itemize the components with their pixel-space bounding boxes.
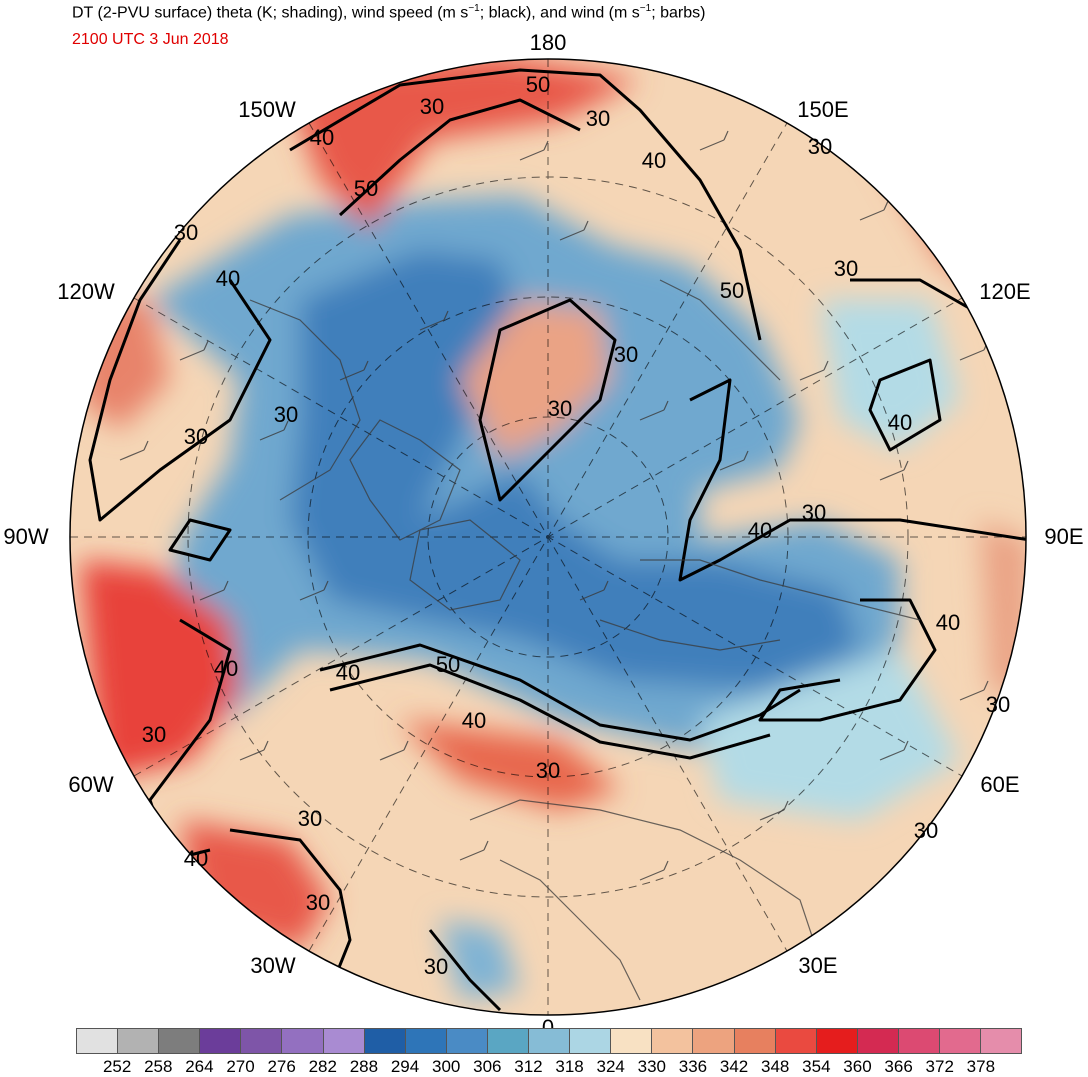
- colorbar-tick-label: 294: [390, 1057, 420, 1076]
- contour-label: 40: [336, 660, 360, 685]
- colorbar-tick-label: 306: [473, 1057, 502, 1076]
- contour-label: 40: [216, 266, 240, 291]
- colorbar-tick-label: 282: [308, 1057, 337, 1076]
- colorbar-tick-label: 378: [966, 1057, 996, 1076]
- lon-label-120e: 120E: [979, 279, 1031, 304]
- colorbar-swatch: [159, 1029, 201, 1053]
- colorbar-swatch: [487, 1029, 530, 1053]
- lon-label-30w: 30W: [250, 953, 296, 978]
- graticule: [70, 59, 1026, 1015]
- contour-label: 30: [614, 342, 638, 367]
- colorbar-tick-label: 270: [226, 1057, 255, 1076]
- colorbar-swatch: [898, 1029, 940, 1053]
- coastlines: [249, 279, 921, 1001]
- wind-barbs: [119, 130, 989, 881]
- lon-label-90e: 90E: [1044, 524, 1084, 549]
- colorbar-tick-label: 366: [884, 1057, 913, 1076]
- colorbar-tick-label: 360: [843, 1057, 872, 1076]
- colorbar-tick-label: 354: [802, 1057, 831, 1076]
- colorbar-tick-label: 342: [719, 1057, 749, 1076]
- colorbar-tick-label: 336: [678, 1057, 708, 1076]
- colorbar-swatch: [981, 1029, 1022, 1053]
- colorbar-swatch: [570, 1029, 612, 1053]
- contour-label: 50: [720, 278, 744, 303]
- colorbar-tick-label: 348: [761, 1057, 790, 1076]
- contour-label: 40: [936, 610, 960, 635]
- contour-label: 30: [298, 806, 322, 831]
- colorbar-swatch: [734, 1029, 776, 1053]
- contour-label: 30: [184, 424, 208, 449]
- lon-label-60e: 60E: [980, 772, 1020, 797]
- colorbar-tick-label: 318: [555, 1057, 584, 1076]
- colorbar-swatch: [529, 1029, 571, 1053]
- lon-label-30e: 30E: [798, 953, 838, 978]
- contour-label: 40: [184, 846, 208, 871]
- contour-label: 30: [420, 94, 444, 119]
- contour-label: 30: [536, 758, 560, 783]
- chart-title: DT (2-PVU surface) theta (K; shading), w…: [72, 3, 706, 22]
- colorbar-swatch: [282, 1029, 324, 1053]
- colorbar-swatch: [118, 1029, 160, 1053]
- colorbar-tick-label: 372: [925, 1057, 954, 1076]
- colorbar-tick-label: 300: [431, 1057, 461, 1076]
- contour-label: 30: [274, 402, 298, 427]
- colorbar-swatch: [77, 1029, 119, 1053]
- colorbar-swatch: [939, 1029, 982, 1053]
- colorbar-swatch: [652, 1029, 694, 1053]
- contour-label: 40: [748, 518, 772, 543]
- lon-label-60w: 60W: [68, 772, 114, 797]
- lon-label-90w: 90W: [3, 524, 49, 549]
- colorbar-tick-label: 264: [185, 1057, 214, 1076]
- contour-label: 40: [462, 708, 486, 733]
- colorbar-swatch: [241, 1029, 283, 1053]
- colorbar-tick-label: 288: [349, 1057, 379, 1076]
- colorbar-swatch: [446, 1029, 488, 1053]
- lon-label-150e: 150E: [797, 97, 849, 122]
- contour-label: 30: [914, 818, 938, 843]
- contour-label: 30: [548, 396, 572, 421]
- lon-label-120w: 120W: [57, 279, 115, 304]
- colorbar-swatch: [775, 1029, 817, 1053]
- contour-label: 40: [642, 148, 666, 173]
- contour-label: 40: [214, 656, 238, 681]
- contour-label: 30: [586, 106, 610, 131]
- colorbar-swatch: [857, 1029, 899, 1053]
- contour-label: 30: [174, 220, 198, 245]
- contour-labels: 50 30 40 50 30 30 40 30 40 30 50 30 30 3…: [142, 72, 1010, 979]
- colorbar-swatch: [611, 1029, 653, 1053]
- contour-label: 40: [888, 410, 912, 435]
- colorbar-tick-label: 252: [102, 1057, 132, 1076]
- contour-label: 50: [436, 652, 460, 677]
- contour-label: 30: [986, 692, 1010, 717]
- colorbar-swatch: [323, 1029, 365, 1053]
- lon-label-150w: 150W: [238, 97, 296, 122]
- contour-label: 50: [526, 72, 550, 97]
- colorbar-swatch: [816, 1029, 858, 1053]
- colorbar-tick-label: 324: [596, 1057, 625, 1076]
- contour-label: 30: [142, 722, 166, 747]
- colorbar-swatch: [693, 1029, 735, 1053]
- contour-label: 30: [808, 134, 832, 159]
- contour-label: 40: [310, 125, 334, 150]
- theta-shading: [70, 59, 1026, 1015]
- colorbar-swatch: [364, 1029, 406, 1053]
- colorbar-tick-label: 276: [267, 1057, 296, 1076]
- colorbar-swatch: [200, 1029, 242, 1053]
- colorbar-swatch: [405, 1029, 447, 1053]
- contour-label: 50: [354, 176, 378, 201]
- contour-label: 30: [834, 256, 858, 281]
- colorbar-tick-label: 258: [144, 1057, 173, 1076]
- contour-label: 30: [424, 954, 448, 979]
- valid-time-label: 2100 UTC 3 Jun 2018: [72, 31, 229, 48]
- contour-label: 30: [802, 500, 826, 525]
- colorbar-tick-label: 330: [637, 1057, 666, 1076]
- contour-label: 30: [306, 890, 330, 915]
- colorbar-tick-label: 312: [514, 1057, 543, 1076]
- lon-label-180: 180: [529, 30, 567, 55]
- colorbar: [76, 1028, 1022, 1054]
